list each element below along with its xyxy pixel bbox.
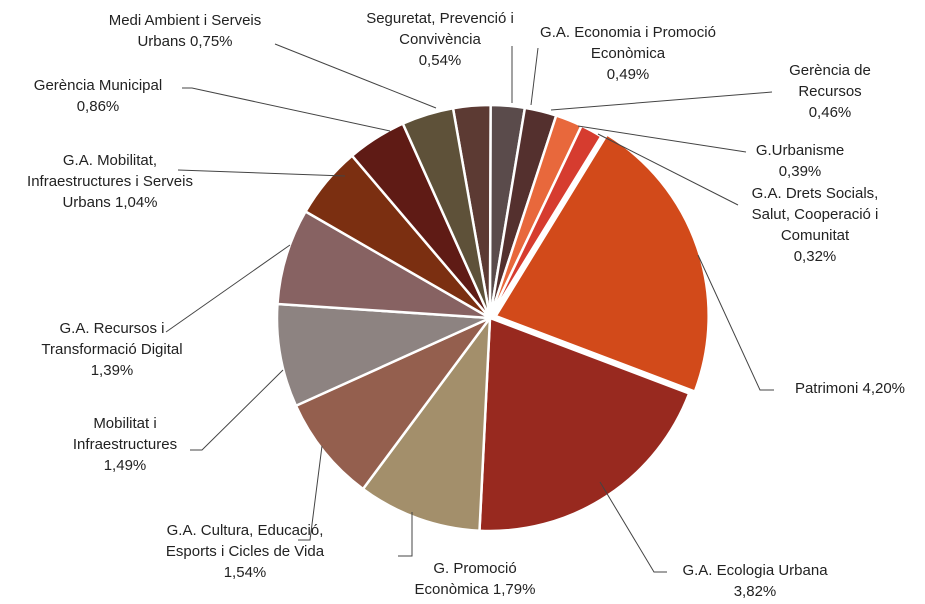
slice-label: G.A. Ecologia Urbana 3,82%: [660, 560, 850, 602]
value-label: 3,82%: [733, 583, 777, 600]
pie-slice: [294, 316, 492, 491]
leader-line: [177, 169, 346, 177]
category-name: Medi Ambient i Serveis Urbans: [108, 12, 262, 50]
leader-line: [182, 87, 391, 132]
leader-line: [597, 133, 739, 206]
value-label: 0,54%: [418, 52, 462, 69]
category-name: G.A. Mobilitat, Infraestructures i Serve…: [27, 152, 193, 211]
category-name: G.A. Ecologia Urbana: [682, 562, 828, 579]
pie-slice: [401, 106, 492, 320]
slice-label: G.A. Mobilitat, Infraestructures i Serve…: [18, 150, 203, 213]
category-name: Gerència Municipal: [33, 77, 163, 94]
leader-line: [274, 43, 437, 109]
leader-line: [577, 125, 747, 153]
slice-label: G. Promoció Econòmica 1,79%: [395, 558, 555, 600]
leader-line: [530, 47, 539, 106]
leader-line: [550, 91, 773, 111]
category-name: Mobilitat i Infraestructures: [72, 415, 178, 453]
leader-line: [599, 481, 667, 573]
slice-label: G.A. Cultura, Educació, Esports i Cicles…: [158, 520, 333, 583]
pie-slice: [275, 302, 492, 408]
value-label: 1,39%: [90, 362, 134, 379]
value-label: 1,54%: [223, 564, 267, 581]
value-label: 1,79%: [492, 581, 536, 598]
value-label: 0,39%: [778, 163, 822, 180]
leader-line: [190, 369, 284, 451]
category-name: G. Promoció Econòmica: [414, 560, 517, 598]
pie-slice: [494, 133, 710, 393]
slice-label: G.A. Drets Socials, Salut, Cooperació i …: [733, 183, 898, 267]
leader-line: [165, 244, 291, 333]
category-name: G.A. Economia i Promoció Econòmica: [540, 24, 716, 62]
value-label: 1,04%: [114, 194, 158, 211]
pie-slice: [488, 124, 603, 320]
category-name: G.A. Cultura, Educació, Esports i Cicles…: [165, 522, 325, 560]
pie-slice: [276, 210, 492, 320]
category-name: G.A. Drets Socials, Salut, Cooperació i …: [751, 185, 879, 244]
category-name: G.A. Recursos i Transformació Digital: [41, 320, 183, 358]
leader-line: [298, 445, 323, 541]
slice-label: G.Urbanisme 0,39%: [745, 140, 855, 182]
slice-label: Gerència Municipal 0,86%: [8, 75, 188, 117]
category-name: Patrimoni: [794, 380, 859, 397]
slice-label: G.A. Economia i Promoció Econòmica 0,49%: [536, 22, 721, 85]
value-label: 0,86%: [76, 98, 120, 115]
pie-slice: [361, 316, 492, 532]
slice-label: Seguretat, Prevenció i Convivència 0,54%: [360, 8, 520, 71]
leader-line: [697, 254, 774, 391]
category-name: G.Urbanisme: [755, 142, 845, 159]
leader-line: [398, 512, 413, 557]
slice-label: G.A. Recursos i Transformació Digital 1,…: [25, 318, 200, 381]
value-label: 1,49%: [103, 457, 147, 474]
pie-slice: [478, 316, 691, 533]
slice-label: Patrimoni 4,20%: [765, 378, 925, 399]
category-name: Seguretat, Prevenció i Convivència: [366, 10, 514, 48]
slice-label: Gerència de Recursos 0,46%: [775, 60, 885, 123]
value-label: 4,20%: [862, 380, 906, 397]
value-label: 0,49%: [606, 66, 650, 83]
value-label: 0,46%: [808, 104, 852, 121]
slice-label: Medi Ambient i Serveis Urbans 0,75%: [85, 10, 285, 52]
value-label: 0,32%: [793, 248, 837, 265]
slice-label: Mobilitat i Infraestructures 1,49%: [50, 413, 200, 476]
category-name: Gerència de Recursos: [789, 62, 871, 100]
value-label: 0,75%: [189, 33, 233, 50]
